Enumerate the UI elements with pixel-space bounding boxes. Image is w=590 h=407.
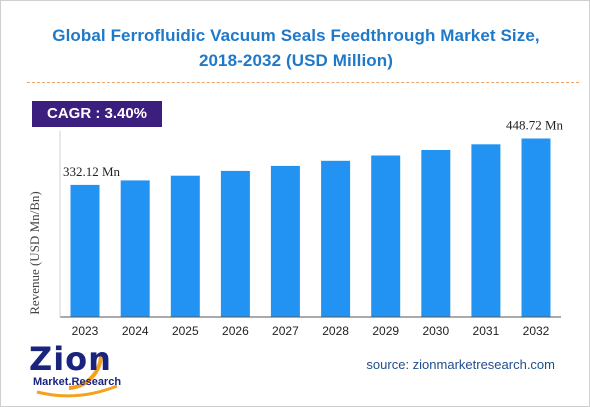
chart-title: Global Ferrofluidic Vacuum Seals Feedthr… [52,26,540,45]
x-tick-label: 2026 [222,324,249,338]
logo-wordmark: Zion [29,340,112,378]
source-text: source: zionmarketresearch.com [366,357,555,372]
bar-2023 [70,184,100,317]
data-labels: 332.12 Mn 448.72 Mn [63,118,564,179]
bar-2028 [321,160,351,317]
x-tick-labels: 2023 2024 2025 2026 2027 2028 2029 2030 2031 2032 [72,324,550,338]
bar-2024 [120,180,150,317]
x-tick-label: 2024 [122,324,149,338]
bars-group [70,138,551,317]
logo-mark-icon [36,353,118,398]
logo-subtext: Market.Research [33,376,122,388]
x-tick-label: 2023 [72,324,99,338]
bar-2027 [270,165,300,317]
bar-2025 [170,175,200,317]
bar-2026 [220,170,250,317]
x-tick-label: 2027 [272,324,299,338]
bar-2032 [521,138,551,317]
x-tick-label: 2032 [523,324,550,338]
x-tick-label: 2031 [473,324,500,338]
y-axis-title: Revenue (USD Mn/Bn) [27,191,42,315]
data-label-last: 448.72 Mn [506,118,564,133]
zion-logo: Zion Market.Research [21,340,131,402]
title-divider [27,82,579,83]
x-tick-label: 2029 [372,324,399,338]
x-tick-label: 2030 [422,324,449,338]
data-label-first: 332.12 Mn [63,164,121,179]
bar-2029 [371,155,401,317]
chart-subtitle: 2018-2032 (USD Million) [198,51,394,70]
x-tick-label: 2025 [172,324,199,338]
cagr-badge: CAGR : 3.40% [32,101,162,127]
bar-2030 [421,150,451,317]
bar-2031 [471,144,501,317]
x-tick-label: 2028 [322,324,349,338]
